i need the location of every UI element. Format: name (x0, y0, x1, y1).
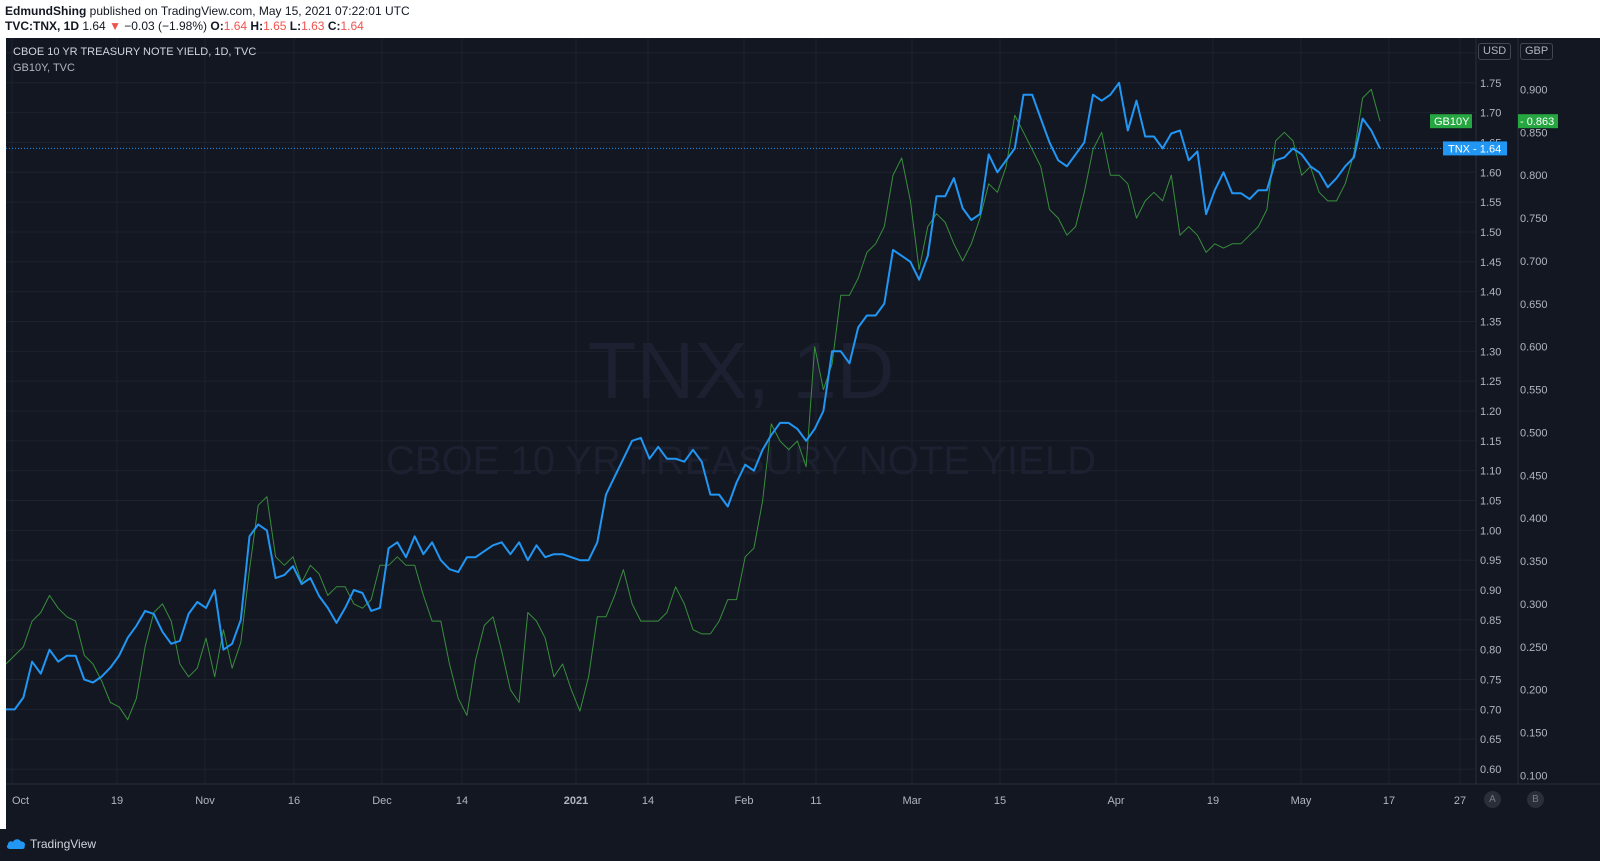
gbp-tick-label: 0.500 (1520, 427, 1548, 439)
usd-tick-label: 1.20 (1480, 406, 1501, 418)
x-tick-label: Apr (1107, 795, 1124, 807)
gbp-tick-label: 0.100 (1520, 770, 1548, 782)
last-price: 1.64 (82, 19, 106, 33)
usd-tick-label: 0.60 (1480, 764, 1501, 776)
x-tick-label: 15 (994, 795, 1006, 807)
watermark-symbol: TNX, 1D (588, 326, 895, 415)
usd-tick-label: 1.60 (1480, 167, 1501, 179)
usd-tick-label: 1.55 (1480, 197, 1501, 209)
x-tick-label: Dec (372, 795, 392, 807)
compare-series-legend[interactable]: GB10Y, TVC (13, 62, 75, 74)
x-tick-label: 14 (456, 795, 468, 807)
gbp-tick-label: 0.600 (1520, 342, 1548, 354)
open-value: 1.64 (223, 19, 248, 33)
usd-tick-label: 1.45 (1480, 257, 1501, 269)
gbp-tick-label: 0.350 (1520, 556, 1548, 568)
change-value: −0.03 (−1.98%) (124, 19, 208, 33)
high-label: H: (250, 19, 264, 33)
x-tick-label: Mar (903, 795, 922, 807)
publish-header: EdmundShing published on TradingView.com… (0, 0, 1600, 38)
gbp-tick-label: 0.800 (1520, 170, 1548, 182)
tnx-series-line[interactable] (6, 81, 1381, 711)
gbp-tick-label: 0.450 (1520, 470, 1548, 482)
down-arrow-icon: ▼ (109, 19, 121, 33)
gbp-tick-label: 0.400 (1520, 513, 1548, 525)
high-value: 1.65 (263, 19, 287, 33)
usd-tick-label: 1.30 (1480, 346, 1501, 358)
usd-tick-label: 1.25 (1480, 376, 1501, 388)
usd-tick-label: 1.75 (1480, 78, 1501, 90)
usd-tick-label: 0.90 (1480, 585, 1501, 597)
usd-tick-label: 0.80 (1480, 645, 1501, 657)
x-tick-label: 16 (288, 795, 300, 807)
gbp-tick-label: 0.750 (1520, 213, 1548, 225)
close-value: 1.64 (340, 19, 364, 33)
x-tick-label: 19 (111, 795, 123, 807)
b-scale-button[interactable]: B (1527, 791, 1544, 808)
x-tick-label: 19 (1207, 795, 1219, 807)
x-tick-label: Nov (195, 795, 215, 807)
tradingview-logo[interactable]: TradingView (6, 837, 96, 851)
cloud-icon (6, 839, 26, 849)
usd-tick-label: 1.70 (1480, 108, 1501, 120)
gbp-tick-label: 0.550 (1520, 385, 1548, 397)
usd-tick-label: 1.40 (1480, 287, 1501, 299)
tnx-badge-text: TNX - 1.64 (1448, 143, 1501, 155)
usd-tick-label: 0.85 (1480, 615, 1501, 627)
gb10y-value-badge[interactable] (1518, 114, 1558, 129)
usd-tick-label: 1.10 (1480, 466, 1501, 478)
auto-scale-button[interactable]: A (1484, 791, 1501, 808)
usd-tick-label: 0.65 (1480, 734, 1501, 746)
x-tick-label: Oct (12, 795, 29, 807)
gbp-tick-label: 0.850 (1520, 127, 1548, 139)
usd-tick-label: 1.50 (1480, 227, 1501, 239)
x-tick-label: 11 (810, 795, 821, 807)
x-tick-label: 17 (1383, 795, 1395, 807)
footer-bar: TradingView (0, 829, 1600, 861)
gbp-tick-label: 0.200 (1520, 685, 1548, 697)
publish-info: EdmundShing published on TradingView.com… (5, 4, 410, 18)
low-label: L: (289, 19, 302, 33)
main-series-legend[interactable]: CBOE 10 YR TREASURY NOTE YIELD, 1D, TVC (13, 46, 257, 58)
symbol-label: TVC:TNX, 1D (5, 19, 80, 33)
author-name[interactable]: EdmundShing (5, 4, 87, 18)
x-tick-label: 2021 (564, 795, 588, 807)
usd-tick-label: 1.15 (1480, 436, 1501, 448)
gbp-scale-label[interactable]: GBP (1520, 43, 1554, 60)
usd-scale-label[interactable]: USD (1478, 43, 1512, 60)
gbp-tick-label: 0.150 (1520, 728, 1548, 740)
publish-text: published on TradingView.com, May 15, 20… (89, 4, 410, 18)
chart-pane[interactable]: TNX, 1D CBOE 10 YR TREASURY NOTE YIELD Oct… (5, 38, 1600, 829)
brand-label: TradingView (30, 837, 97, 851)
gb10y-name-badge[interactable] (1430, 114, 1472, 129)
quote-line: TVC:TNX, 1D 1.64 ▼ −0.03 (−1.98%) O:1.64… (5, 19, 364, 33)
usd-tick-label: 0.75 (1480, 675, 1501, 687)
usd-tick-label: 1.35 (1480, 316, 1501, 328)
close-label: C: (327, 19, 341, 33)
usd-tick-label: 0.70 (1480, 704, 1501, 716)
gbp-tick-label: 0.700 (1520, 256, 1548, 268)
x-tick-label: May (1291, 795, 1312, 807)
gb10y-series-line[interactable] (5, 88, 1381, 721)
gbp-tick-label: 0.650 (1520, 299, 1548, 311)
gb10y-name-badge-text: GB10Y (1434, 116, 1470, 128)
low-value: 1.63 (301, 19, 325, 33)
usd-tick-label: 1.00 (1480, 525, 1501, 537)
chart-svg[interactable]: TNX, 1D CBOE 10 YR TREASURY NOTE YIELD Oct… (5, 38, 1600, 829)
gbp-tick-label: 0.300 (1520, 599, 1548, 611)
usd-tick-label: 1.05 (1480, 496, 1501, 508)
gbp-tick-label: 0.900 (1520, 84, 1548, 96)
x-tick-label: 27 (1454, 795, 1466, 807)
usd-tick-label: 0.95 (1480, 555, 1501, 567)
x-tick-label: 14 (642, 795, 654, 807)
gb10y-value-badge-text: - 0.863 (1520, 116, 1554, 128)
x-tick-label: Feb (735, 795, 754, 807)
tnx-badge[interactable] (1443, 141, 1507, 156)
open-label: O: (210, 19, 224, 33)
gbp-tick-label: 0.250 (1520, 642, 1548, 654)
watermark-description: CBOE 10 YR TREASURY NOTE YIELD (386, 439, 1096, 483)
